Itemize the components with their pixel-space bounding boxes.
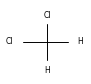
- Text: Cl: Cl: [44, 11, 51, 20]
- Text: Cl: Cl: [5, 37, 13, 47]
- Text: H: H: [44, 66, 50, 75]
- Text: H: H: [77, 37, 83, 47]
